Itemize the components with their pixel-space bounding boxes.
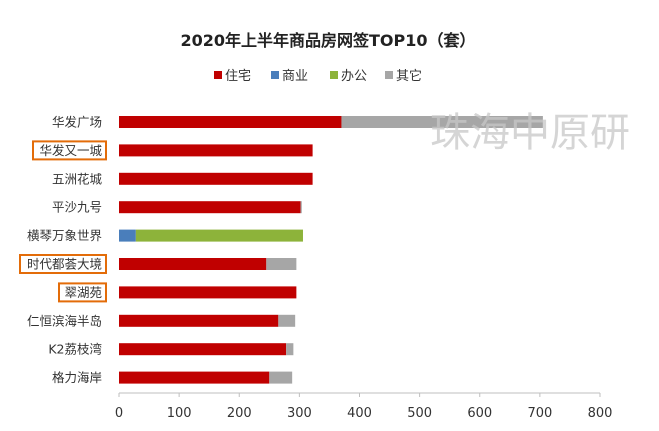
bar-segment: [119, 314, 279, 327]
legend: 住宅 商业 办公 其它: [214, 68, 422, 84]
bar-segment: [119, 258, 267, 270]
category-label: 五洲花城: [52, 171, 103, 186]
bars: [119, 116, 543, 384]
bar-segment: [119, 286, 297, 299]
bar-segment: [119, 144, 313, 157]
category-label: 华发广场: [52, 115, 102, 130]
x-tick-label: 500: [407, 406, 432, 421]
category-label: 时代都荟大境: [27, 257, 102, 272]
x-tick-label: 0: [115, 406, 123, 421]
bar-segment: [135, 229, 303, 242]
bar-segment: [119, 172, 313, 185]
watermark: 珠海中原研: [430, 110, 630, 156]
x-tick-label: 200: [227, 406, 252, 421]
bar-segment: [269, 371, 293, 384]
chart-title: 2020年上半年商品房网签TOP10（套）: [180, 31, 475, 50]
x-tick-label: 300: [287, 406, 312, 421]
bar-segment: [278, 314, 296, 327]
highlight-box: [58, 282, 107, 303]
x-axis: 0 100 200 300 400 500 600 700 800: [115, 392, 613, 421]
bar-segment: [266, 258, 297, 270]
legend-swatch: [330, 71, 338, 79]
legend-swatch: [385, 71, 393, 79]
bar-segment: [119, 116, 342, 128]
legend-label: 办公: [341, 69, 367, 84]
highlight-box: [19, 254, 107, 274]
category-label: K2荔枝湾: [48, 342, 102, 357]
x-tick-label: 800: [588, 406, 613, 421]
legend-label: 商业: [282, 69, 308, 84]
category-label: 仁恒滨海半岛: [27, 313, 102, 328]
x-tick-label: 600: [467, 406, 492, 421]
bar-segment: [341, 116, 543, 128]
category-label: 华发又一城: [39, 143, 102, 158]
category-label: 格力海岸: [52, 370, 102, 385]
x-tick-label: 100: [167, 406, 192, 421]
x-tick-label: 700: [527, 406, 552, 421]
bar-segment: [119, 343, 287, 356]
category-label: 横琴万象世界: [27, 228, 103, 243]
legend-swatch: [271, 71, 279, 79]
legend-label: 住宅: [225, 69, 251, 84]
legend-swatch: [214, 71, 222, 79]
x-tick-label: 400: [347, 406, 372, 421]
bar-segment: [119, 229, 136, 242]
legend-label: 其它: [396, 68, 422, 84]
bar-segment: [119, 371, 270, 384]
bar-segment: [300, 201, 302, 214]
category-label: 翠湖苑: [64, 285, 102, 300]
bar-segment: [286, 343, 294, 356]
category-label: 平沙九号: [52, 200, 102, 215]
highlight-box: [32, 140, 107, 161]
bar-segment: [119, 201, 301, 214]
